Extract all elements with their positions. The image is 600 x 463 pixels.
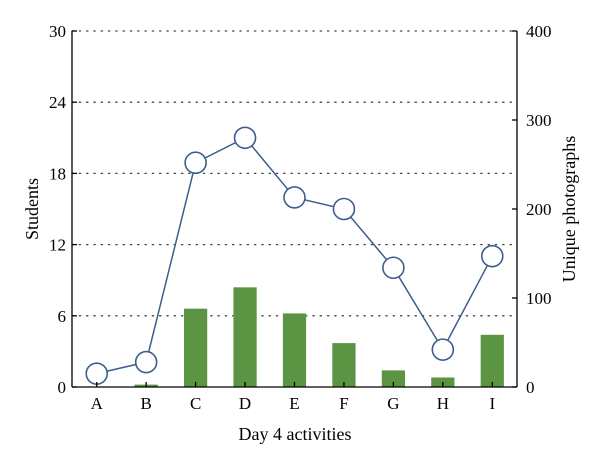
bar-G: [381, 370, 406, 387]
right-tick-label: 200: [526, 200, 552, 219]
line-series: [85, 126, 504, 385]
right-tick-label: 400: [526, 22, 552, 41]
left-axis-ticks: 0 6 12 18 24 30: [49, 22, 77, 397]
bar-C: [183, 308, 208, 387]
left-tick-label: 30: [49, 22, 66, 41]
left-tick-label: 18: [49, 164, 66, 183]
x-axis-title: Day 4 activities: [239, 424, 352, 444]
x-tick-label: I: [489, 394, 495, 413]
right-tick-label: 0: [526, 378, 535, 397]
grid-lines: [71, 30, 518, 317]
bar-F: [332, 343, 356, 387]
point-E: [283, 186, 306, 209]
x-axis-ticks: A B C D E F G H I: [91, 382, 495, 413]
left-tick-label: 6: [58, 307, 67, 326]
point-B: [134, 350, 158, 374]
bar-series: [134, 287, 504, 387]
x-tick-label: C: [190, 394, 201, 413]
point-H: [431, 338, 455, 361]
x-tick-label: G: [387, 394, 399, 413]
left-tick-label: 24: [49, 93, 67, 112]
right-tick-label: 100: [526, 289, 552, 308]
left-axis-title: Students: [22, 178, 42, 240]
x-tick-label: F: [339, 394, 348, 413]
x-tick-label: E: [289, 394, 299, 413]
bar-D: [233, 287, 257, 387]
x-tick-label: A: [91, 394, 104, 413]
right-axis-ticks: 0 100 200 300 400: [512, 22, 552, 397]
bar-E: [282, 313, 307, 387]
x-tick-label: H: [437, 394, 449, 413]
x-tick-label: D: [239, 394, 251, 413]
x-tick-label: B: [140, 394, 151, 413]
point-D: [233, 126, 257, 150]
point-G: [382, 256, 405, 280]
right-axis-title: Unique photographs: [559, 136, 579, 282]
left-tick-label: 12: [49, 236, 66, 255]
point-A: [85, 362, 109, 385]
point-F: [332, 197, 356, 221]
point-I: [480, 244, 504, 268]
left-tick-label: 0: [58, 378, 67, 397]
bar-I: [480, 334, 504, 387]
point-C: [184, 151, 207, 175]
right-tick-label: 300: [526, 111, 552, 130]
